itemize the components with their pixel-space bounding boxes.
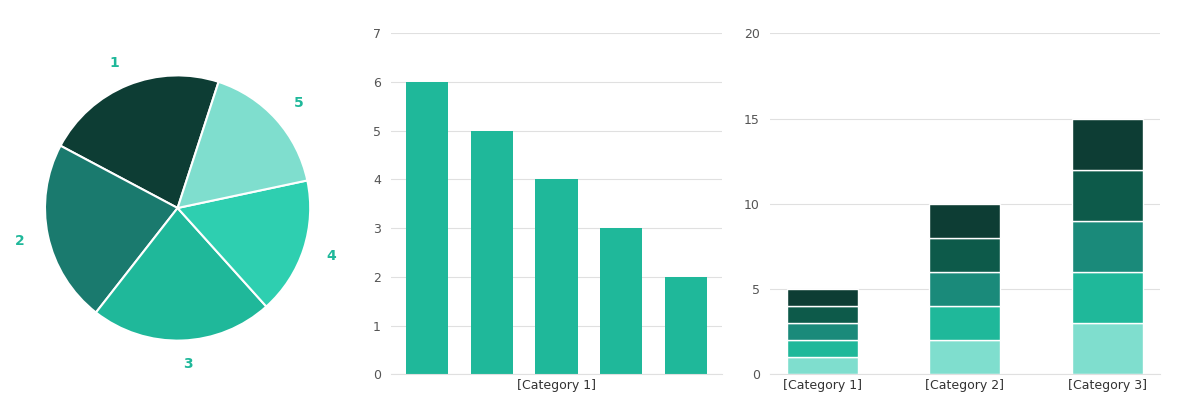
Bar [1072,119,1143,170]
Text: 1: 1 [109,56,118,70]
Bar [787,323,858,340]
Bar [787,357,858,374]
Bar [1072,170,1143,221]
Text: 2: 2 [14,233,25,248]
Bar [600,228,643,374]
Bar [1072,272,1143,323]
Wedge shape [178,181,310,307]
Bar [929,340,1000,374]
Bar [929,238,1000,272]
Text: 4: 4 [327,249,336,263]
Bar [665,277,707,374]
Wedge shape [96,208,266,341]
Bar [929,204,1000,238]
Text: 5: 5 [294,96,303,110]
Text: 3: 3 [184,357,193,371]
Wedge shape [45,146,178,312]
Bar [535,179,578,374]
Legend: 1, 2, 3, 4, 5: 1, 2, 3, 4, 5 [838,415,1092,416]
Bar [787,306,858,323]
Bar [787,340,858,357]
Bar [406,82,448,374]
Bar [787,289,858,306]
Wedge shape [178,82,308,208]
Bar [929,272,1000,306]
Bar [1072,221,1143,272]
Bar [929,306,1000,340]
Wedge shape [60,75,219,208]
Bar [470,131,513,374]
Bar [1072,323,1143,374]
